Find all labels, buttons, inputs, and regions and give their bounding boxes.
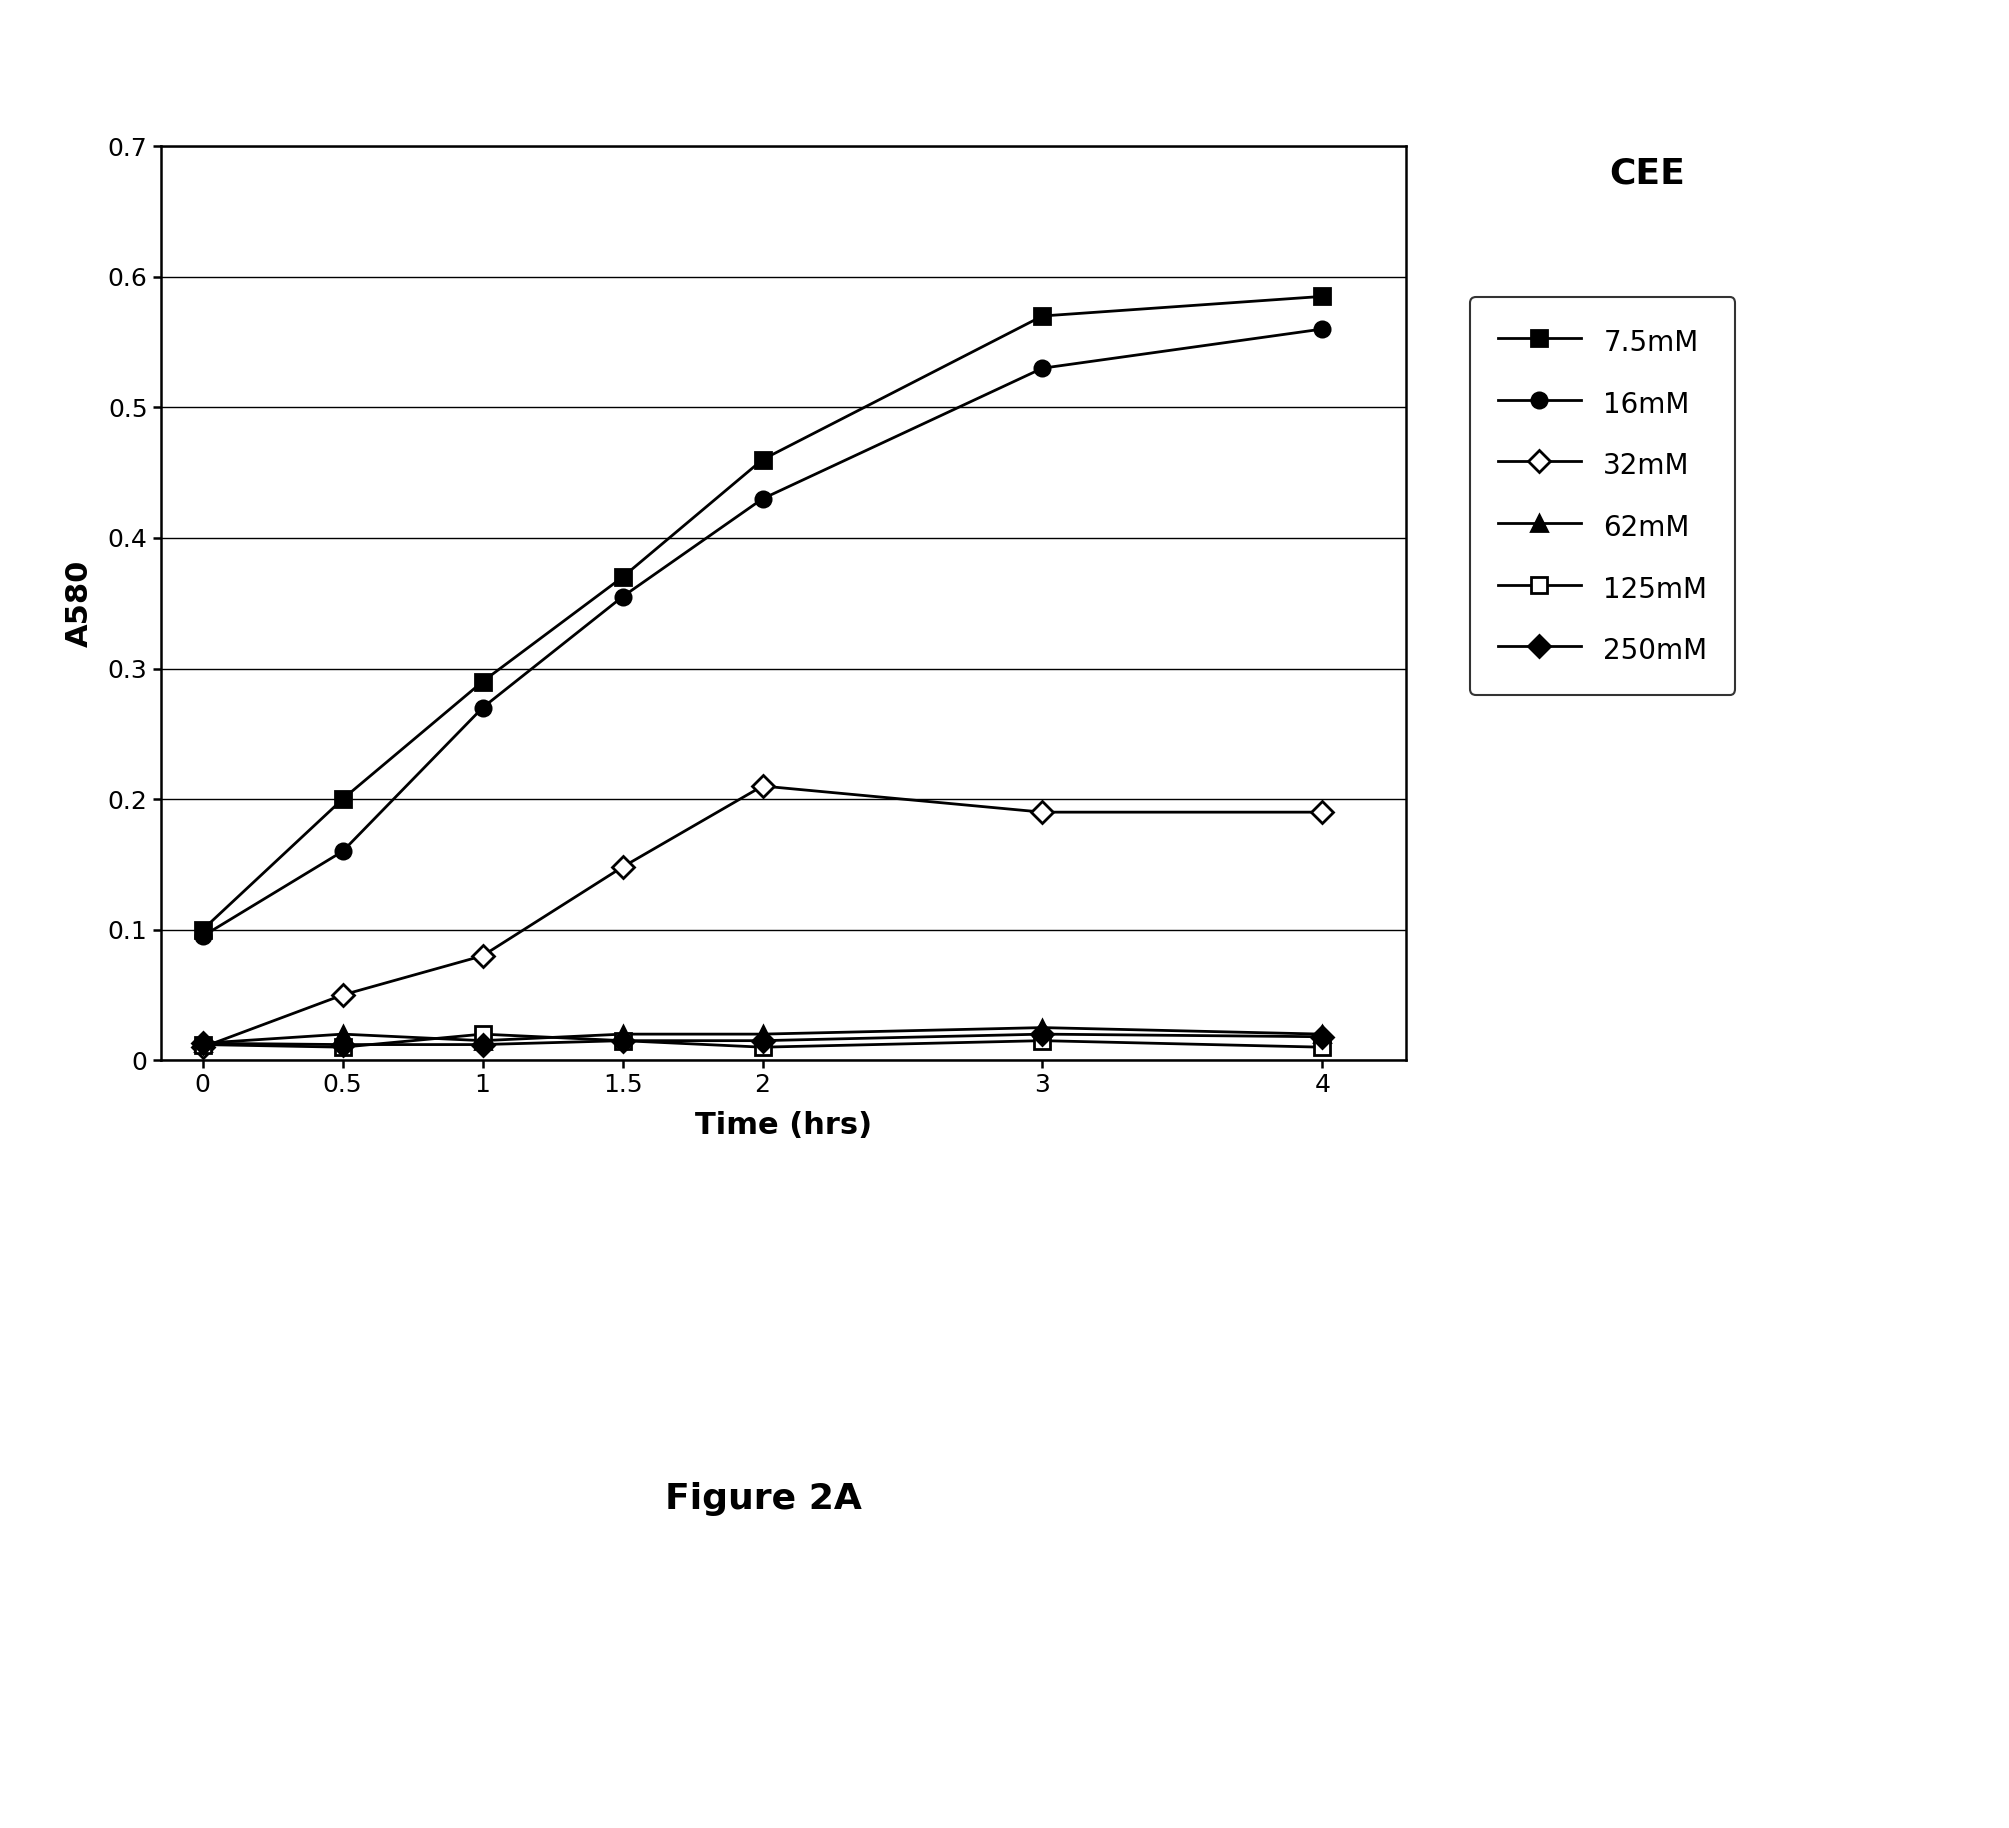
125mM: [470, 1024, 494, 1046]
250mM: [191, 1033, 215, 1055]
7.5mM: [470, 671, 494, 693]
62mM: [611, 1024, 635, 1046]
16mM: [470, 696, 494, 718]
Line: 32mM: 32mM: [195, 779, 1330, 1055]
32mM: [1310, 801, 1334, 823]
32mM: [331, 983, 356, 1005]
16mM: [191, 925, 215, 947]
125mM: [191, 1033, 215, 1055]
62mM: [331, 1024, 356, 1046]
16mM: [1310, 318, 1334, 340]
Legend: 7.5mM, 16mM, 32mM, 62mM, 125mM, 250mM: 7.5mM, 16mM, 32mM, 62mM, 125mM, 250mM: [1471, 298, 1736, 695]
62mM: [1031, 1016, 1055, 1038]
Y-axis label: A580: A580: [64, 559, 94, 647]
250mM: [470, 1033, 494, 1055]
Text: CEE: CEE: [1609, 157, 1686, 190]
7.5mM: [1031, 305, 1055, 327]
62mM: [191, 1033, 215, 1055]
125mM: [1031, 1029, 1055, 1051]
32mM: [470, 945, 494, 967]
62mM: [470, 1029, 494, 1051]
62mM: [1310, 1024, 1334, 1046]
62mM: [751, 1024, 775, 1046]
250mM: [1031, 1024, 1055, 1046]
Line: 7.5mM: 7.5mM: [195, 289, 1330, 938]
Line: 125mM: 125mM: [195, 1027, 1330, 1055]
7.5mM: [191, 919, 215, 941]
16mM: [1031, 356, 1055, 378]
250mM: [331, 1033, 356, 1055]
Line: 250mM: 250mM: [195, 1027, 1330, 1053]
Line: 62mM: 62mM: [195, 1020, 1330, 1051]
7.5mM: [331, 788, 356, 810]
32mM: [751, 775, 775, 797]
32mM: [1031, 801, 1055, 823]
125mM: [331, 1036, 356, 1058]
Text: Figure 2A: Figure 2A: [665, 1483, 862, 1515]
16mM: [611, 585, 635, 607]
Line: 16mM: 16mM: [195, 322, 1330, 943]
7.5mM: [1310, 285, 1334, 307]
16mM: [331, 841, 356, 863]
250mM: [1310, 1026, 1334, 1047]
X-axis label: Time (hrs): Time (hrs): [695, 1111, 872, 1141]
7.5mM: [751, 448, 775, 470]
16mM: [751, 488, 775, 510]
125mM: [1310, 1036, 1334, 1058]
32mM: [611, 856, 635, 877]
125mM: [751, 1036, 775, 1058]
32mM: [191, 1036, 215, 1058]
250mM: [611, 1029, 635, 1051]
250mM: [751, 1029, 775, 1051]
125mM: [611, 1029, 635, 1051]
7.5mM: [611, 567, 635, 589]
